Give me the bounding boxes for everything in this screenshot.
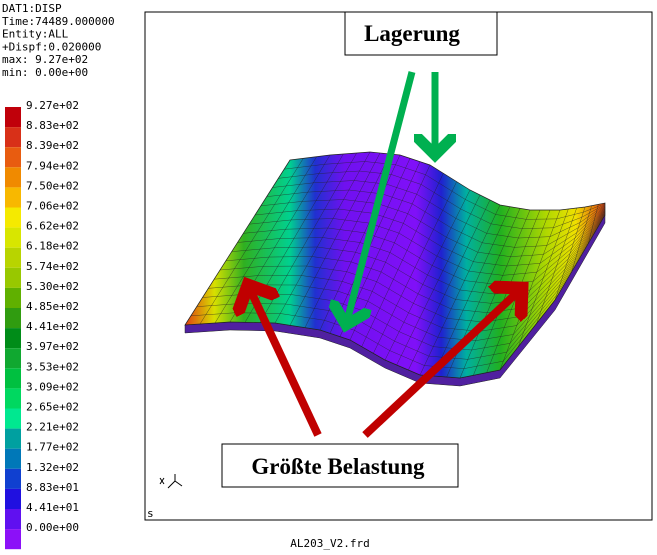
legend-swatch xyxy=(5,187,21,208)
legend-swatch xyxy=(5,348,21,369)
legend-swatch xyxy=(5,509,21,530)
plate-surface xyxy=(184,151,606,379)
legend-swatch xyxy=(5,448,21,469)
legend-label: 7.50e+02 xyxy=(26,179,79,192)
legend-swatch xyxy=(5,147,21,168)
legend-swatch xyxy=(5,227,21,248)
mesh-line xyxy=(278,170,606,229)
legend-label: 7.06e+02 xyxy=(26,200,79,213)
annotation: Lagerung xyxy=(364,21,460,46)
legend-label: 4.41e+02 xyxy=(26,320,79,333)
mesh-line xyxy=(254,206,606,267)
legend-label: 7.94e+02 xyxy=(26,159,79,172)
mesh-line xyxy=(249,207,606,276)
legend-label: 9.27e+02 xyxy=(26,99,79,112)
legend-label: 4.85e+02 xyxy=(26,300,79,313)
mesh-line xyxy=(219,210,606,323)
legend-label: 8.39e+02 xyxy=(26,139,79,152)
mesh-line xyxy=(237,208,606,295)
axis-triad xyxy=(159,474,183,489)
legend-swatch xyxy=(5,488,21,509)
mesh-line xyxy=(231,209,606,304)
header-line: Time:74489.000000 xyxy=(2,15,115,28)
header-line: DAT1:DISP xyxy=(2,2,62,15)
arrow xyxy=(346,71,416,325)
deformed-plate xyxy=(184,151,606,387)
mesh-line xyxy=(272,180,606,239)
corner-label: s xyxy=(147,507,154,520)
annotation-box xyxy=(221,443,459,488)
legend-label: 2.21e+02 xyxy=(26,421,79,434)
filename: AL203_V2.frd xyxy=(290,537,369,550)
header-line: max: 9.27e+02 xyxy=(2,53,88,66)
legend-label: 1.77e+02 xyxy=(26,441,79,454)
mesh-line xyxy=(243,208,606,285)
annotation: Größte Belastung xyxy=(251,454,425,479)
arrow xyxy=(362,288,522,438)
legend-label: 1.32e+02 xyxy=(26,461,79,474)
legend-swatch xyxy=(5,167,21,188)
mesh-line xyxy=(284,161,606,220)
legend-swatch xyxy=(5,529,21,550)
legend-swatch xyxy=(5,468,21,489)
mesh-line xyxy=(214,211,606,332)
legend-label: 0.00e+00 xyxy=(26,521,79,534)
legend-swatch xyxy=(5,287,21,308)
legend-label: 3.53e+02 xyxy=(26,360,79,373)
legend: 9.27e+02 8.83e+02 8.39e+02 7.94e+02 7.50e+02… xyxy=(5,99,79,550)
legend-label: 3.97e+02 xyxy=(26,340,79,353)
legend-swatch xyxy=(5,267,21,288)
arrow xyxy=(248,285,322,437)
mesh-line xyxy=(266,189,606,248)
mesh-line xyxy=(260,199,606,257)
mesh-line xyxy=(225,210,606,313)
mesh-line xyxy=(208,212,606,341)
legend-swatch xyxy=(5,308,21,329)
legend-label: 8.83e+02 xyxy=(26,119,79,132)
header: DAT1:DISPTime:74489.000000Entity:ALL+Dis… xyxy=(2,2,115,79)
legend-swatch xyxy=(5,207,21,228)
header-line: min: 0.00e+00 xyxy=(2,66,88,79)
legend-swatch xyxy=(5,388,21,409)
legend-label: 3.09e+02 xyxy=(26,380,79,393)
legend-label: 4.41e+01 xyxy=(26,501,79,514)
legend-label: 8.83e+01 xyxy=(26,481,79,494)
legend-swatch xyxy=(5,127,21,148)
legend-swatch xyxy=(5,328,21,349)
header-line: Entity:ALL xyxy=(2,28,69,41)
legend-label: 6.62e+02 xyxy=(26,220,79,233)
legend-swatch xyxy=(5,408,21,429)
legend-label: 5.30e+02 xyxy=(26,280,79,293)
legend-swatch xyxy=(5,107,21,128)
legend-swatch xyxy=(5,428,21,449)
header-line: +Dispf:0.020000 xyxy=(2,40,101,53)
legend-label: 6.18e+02 xyxy=(26,240,79,253)
legend-label: 5.74e+02 xyxy=(26,260,79,273)
legend-label: 2.65e+02 xyxy=(26,401,79,414)
annotation-box xyxy=(344,11,498,56)
legend-swatch xyxy=(5,247,21,268)
legend-swatch xyxy=(5,368,21,389)
